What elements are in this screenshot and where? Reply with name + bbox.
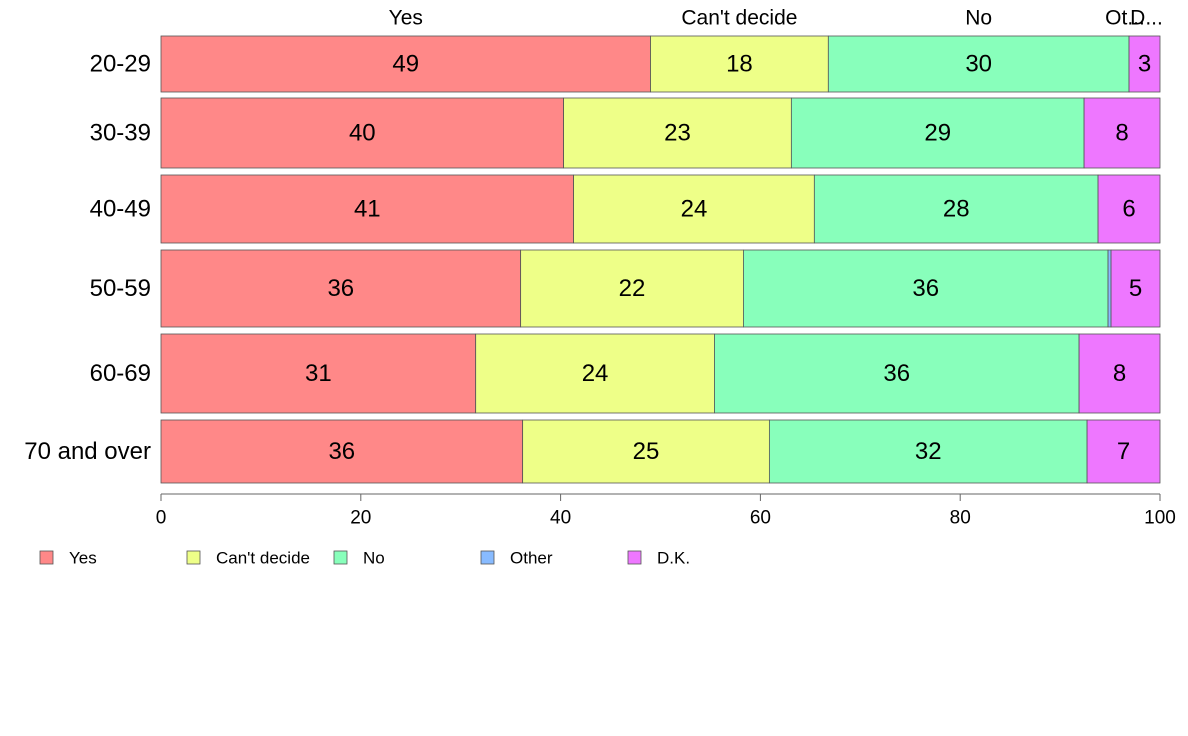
bar-yes-70-and-over [160, 419, 524, 484]
bar-d-k-30-39 [1083, 97, 1161, 169]
category-label: 20-29 [90, 51, 151, 78]
top-category-label: No [965, 7, 992, 30]
data-label: 29 [924, 120, 951, 147]
bar-d-k-40-49 [1097, 174, 1161, 244]
bar-area: 49 18 30 3 40 23 29 8 41 24 28 6 36 22 36 5 31 24 36 8 36 25 3… [160, 35, 1161, 484]
bar-d-k-60-69 [1078, 333, 1161, 414]
data-label: 7 [1117, 438, 1130, 465]
data-label: 8 [1115, 120, 1128, 147]
bar-d-k-70-and-over [1086, 419, 1161, 484]
legend: Yes Can't decide No Other D.K. [39, 549, 690, 568]
bar-yes-30-39 [160, 97, 564, 169]
data-label: 6 [1122, 196, 1135, 223]
legend-label: Other [510, 549, 553, 568]
category-label: 40-49 [90, 196, 151, 223]
x-tick-label: 0 [156, 508, 167, 529]
bar-can-t-decide-60-69 [475, 333, 715, 414]
data-label: 23 [664, 120, 691, 147]
data-label: 5 [1129, 275, 1142, 302]
data-label: 36 [328, 438, 355, 465]
category-label: 50-59 [90, 275, 151, 302]
top-category-label: Yes [389, 7, 423, 30]
bar-yes-40-49 [160, 174, 574, 244]
data-label: 41 [354, 196, 381, 223]
top-category-label: Can't decide [681, 7, 797, 30]
bar-no-60-69 [714, 333, 1080, 414]
bar-can-t-decide-30-39 [563, 97, 792, 169]
legend-swatch-can-t-decide [186, 550, 201, 565]
legend-label: No [363, 549, 385, 568]
bar-no-50-59 [743, 249, 1109, 328]
data-label: 28 [943, 196, 970, 223]
bar-can-t-decide-20-29 [650, 35, 829, 93]
data-label: 18 [726, 51, 753, 78]
category-label: 70 and over [24, 438, 151, 465]
data-label: 49 [392, 51, 419, 78]
data-label: 36 [883, 360, 910, 387]
data-label: 32 [915, 438, 942, 465]
x-tick-label: 60 [750, 508, 771, 529]
legend-label: Can't decide [216, 549, 310, 568]
data-label: 8 [1113, 360, 1126, 387]
x-tick-label: 80 [950, 508, 971, 529]
data-label: 24 [681, 196, 708, 223]
bar-no-40-49 [813, 174, 1099, 244]
bar-yes-50-59 [160, 249, 522, 328]
data-label: 30 [965, 51, 992, 78]
top-category-label: Ot... [1105, 7, 1145, 30]
bar-no-30-39 [790, 97, 1085, 169]
bar-other-50-59 [1107, 249, 1112, 328]
bar-d-k-50-59 [1110, 249, 1161, 328]
data-label: 22 [619, 275, 646, 302]
bar-can-t-decide-50-59 [520, 249, 744, 328]
category-label: 60-69 [90, 360, 151, 387]
data-label: 3 [1138, 51, 1151, 78]
x-tick-label: 40 [550, 508, 571, 529]
legend-label: D.K. [657, 549, 690, 568]
data-label: 36 [912, 275, 939, 302]
y-axis-labels: 20-29 30-39 40-49 50-59 60-69 70 and over [24, 51, 151, 466]
data-label: 36 [327, 275, 354, 302]
legend-swatch-no [333, 550, 348, 565]
bar-can-t-decide-40-49 [573, 174, 815, 244]
x-axis: 0 20 40 60 80 100 [156, 493, 1176, 529]
x-tick-label: 100 [1144, 508, 1176, 529]
data-label: 40 [349, 120, 376, 147]
data-label: 24 [582, 360, 609, 387]
bar-d-k-20-29 [1128, 35, 1161, 93]
category-label: 30-39 [90, 120, 151, 147]
legend-swatch-other [480, 550, 495, 565]
top-category-labels: Yes Can't decide No Ot...D... [389, 7, 1163, 30]
data-label: 25 [633, 438, 660, 465]
x-tick-label: 20 [350, 508, 371, 529]
top-category-label: D... [1130, 7, 1163, 30]
bar-can-t-decide-70-and-over [522, 419, 770, 484]
legend-swatch-d-k [627, 550, 642, 565]
legend-label: Yes [69, 549, 97, 568]
legend-swatch-yes [39, 550, 54, 565]
data-label: 31 [305, 360, 332, 387]
